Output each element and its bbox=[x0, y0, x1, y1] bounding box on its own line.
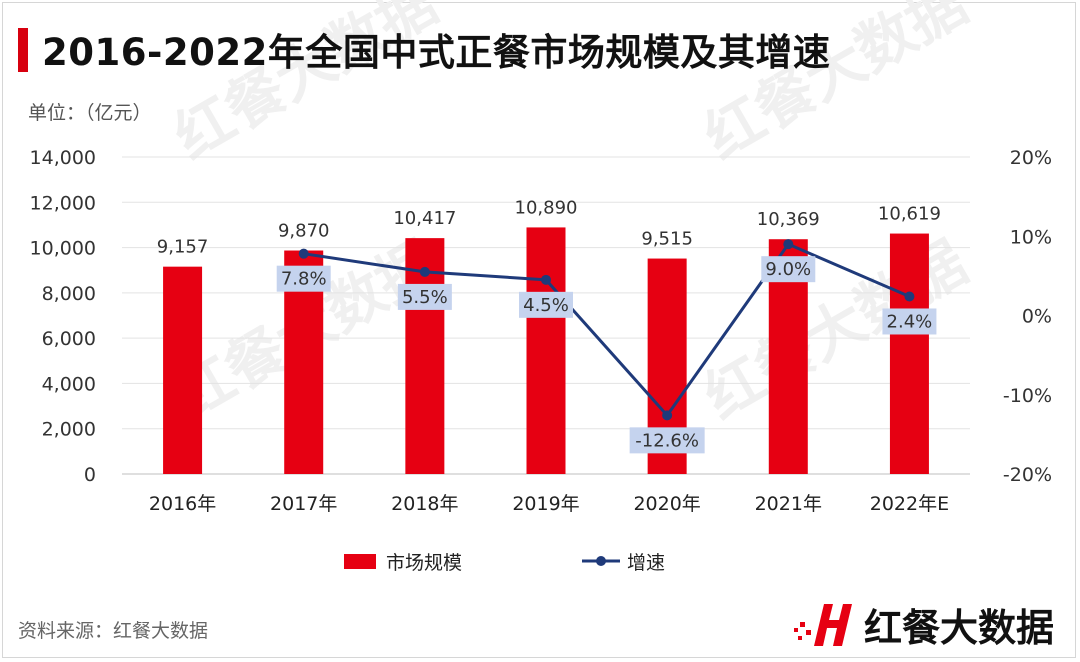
rate-label-box bbox=[882, 308, 937, 335]
brand-logo: 红餐大数据 bbox=[792, 598, 1054, 650]
right-tick-label: -20% bbox=[1003, 464, 1052, 486]
line-series bbox=[298, 239, 915, 421]
bar-value-label: 10,417 bbox=[393, 208, 456, 229]
bar-labels: 9,157 9,870 10,417 10,890 9,515 10,369 10,619 bbox=[157, 197, 941, 257]
right-tick-label: 0% bbox=[1022, 306, 1052, 328]
rate-label-box bbox=[761, 256, 816, 283]
bar-3 bbox=[526, 227, 566, 474]
unit-label: 单位：（亿元） bbox=[28, 102, 152, 124]
category-label: 2021年 bbox=[755, 493, 822, 515]
legend-line-marker bbox=[596, 556, 606, 566]
bar-6 bbox=[889, 233, 929, 474]
left-axis: 0 2,000 4,000 6,000 8,000 10,000 12,000 14,000 bbox=[30, 147, 96, 486]
growth-line bbox=[303, 242, 911, 418]
category-label: 2016年 bbox=[149, 493, 216, 515]
left-tick-label: 12,000 bbox=[30, 192, 96, 214]
rate-label-box bbox=[519, 291, 573, 318]
category-label: 2017年 bbox=[270, 493, 337, 515]
left-tick-label: 14,000 bbox=[30, 147, 96, 169]
rate-value-label: 5.5% bbox=[402, 287, 448, 308]
legend: 市场规模 增速 bbox=[344, 552, 665, 574]
rate-value-label: -12.6% bbox=[635, 430, 699, 451]
growth-point-2 bbox=[419, 266, 430, 277]
category-label: 2018年 bbox=[391, 493, 458, 515]
category-label: 2022年E bbox=[870, 493, 949, 515]
rate-labels: 7.8% 5.5% 4.5% -12.6% 9.0% 2.4% bbox=[276, 256, 937, 454]
category-label: 2019年 bbox=[512, 493, 579, 515]
growth-point-4 bbox=[662, 410, 673, 421]
bar-value-label: 9,157 bbox=[157, 237, 209, 258]
legend-bar-swatch bbox=[344, 554, 376, 569]
growth-point-1 bbox=[298, 248, 309, 259]
left-tick-label: 2,000 bbox=[42, 419, 96, 441]
bar-value-label: 10,619 bbox=[878, 204, 941, 225]
growth-point-5 bbox=[783, 239, 794, 250]
legend-line-label: 增速 bbox=[627, 552, 665, 574]
rate-label-box bbox=[397, 283, 452, 310]
bar-value-label: 9,870 bbox=[278, 221, 330, 242]
rate-value-label: 2.4% bbox=[887, 311, 933, 332]
rate-value-label: 4.5% bbox=[523, 295, 569, 316]
left-tick-label: 0 bbox=[84, 464, 96, 486]
legend-bar-label: 市场规模 bbox=[386, 552, 462, 574]
right-axis: -20% -10% 0% 10% 20% bbox=[1003, 147, 1052, 486]
left-tick-label: 4,000 bbox=[42, 373, 96, 395]
rate-label-box bbox=[276, 265, 331, 292]
left-tick-label: 6,000 bbox=[42, 328, 96, 350]
bar-value-label: 10,890 bbox=[515, 197, 578, 218]
bar-value-label: 10,369 bbox=[757, 209, 820, 230]
bar-value-label: 9,515 bbox=[641, 229, 693, 250]
source-note: 资料来源：红餐大数据 bbox=[18, 620, 209, 642]
title-accent-bar bbox=[18, 28, 28, 72]
bar-0 bbox=[163, 266, 203, 474]
rate-value-label: 9.0% bbox=[765, 259, 811, 280]
rate-label-box bbox=[629, 427, 705, 454]
category-label: 2020年 bbox=[633, 493, 700, 515]
growth-point-6 bbox=[904, 291, 915, 302]
growth-point-3 bbox=[541, 274, 551, 285]
right-tick-label: -10% bbox=[1003, 385, 1052, 407]
brand-name: 红餐大数据 bbox=[864, 605, 1055, 650]
rate-value-label: 7.8% bbox=[281, 269, 327, 290]
left-tick-label: 10,000 bbox=[30, 238, 96, 260]
chart-title: 2016-2022年全国中式正餐市场规模及其增速 bbox=[42, 31, 831, 74]
bar-2 bbox=[405, 238, 445, 474]
right-tick-label: 10% bbox=[1010, 226, 1052, 248]
left-tick-label: 8,000 bbox=[42, 283, 96, 305]
right-tick-label: 20% bbox=[1010, 147, 1052, 169]
brand-h-icon bbox=[794, 604, 852, 646]
category-axis: 2016年 2017年 2018年 2019年 2020年 2021年 2022年E bbox=[149, 493, 949, 515]
